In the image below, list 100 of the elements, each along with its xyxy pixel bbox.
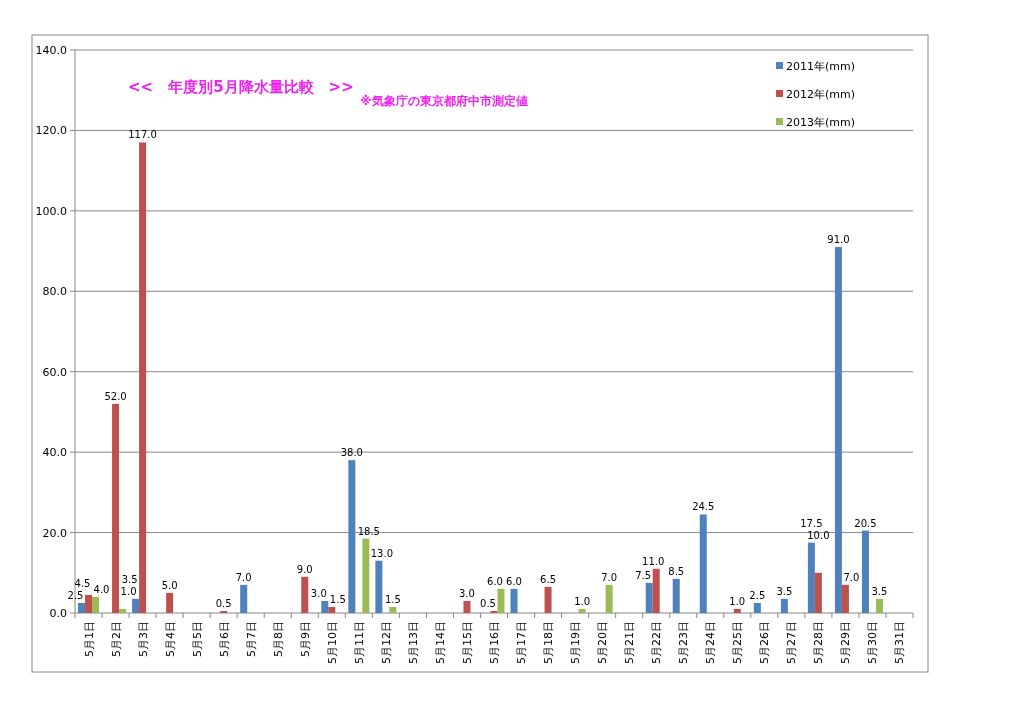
x-tick-label: 5月23日 <box>677 621 691 664</box>
bar <box>841 584 849 613</box>
bar <box>92 596 100 613</box>
x-tick-label: 5月13日 <box>406 621 420 664</box>
data-label: 7.5 <box>635 569 652 581</box>
x-tick-label: 5月31日 <box>893 621 907 664</box>
x-tick-label: 5月19日 <box>569 621 583 664</box>
x-tick-label: 5月20日 <box>596 621 610 664</box>
x-tick-label: 5月4日 <box>163 621 177 657</box>
bar <box>328 606 336 613</box>
bar <box>780 598 788 613</box>
x-tick-label: 5月27日 <box>785 621 799 664</box>
data-label: 2.5 <box>749 589 766 601</box>
data-label: 18.5 <box>357 525 380 537</box>
legend-label: 2013年(mm) <box>786 116 856 129</box>
bar <box>753 602 761 613</box>
x-tick-label: 5月16日 <box>488 621 501 664</box>
bar <box>645 582 653 613</box>
data-label: 1.0 <box>729 595 746 607</box>
data-label: 3.0 <box>459 587 475 599</box>
x-tick-label: 5月8日 <box>271 621 285 657</box>
bar <box>166 592 174 613</box>
bar <box>220 610 228 613</box>
data-label: 2.5 <box>67 589 84 601</box>
bar <box>672 578 680 613</box>
bar <box>139 142 147 613</box>
data-label: 17.5 <box>800 517 823 529</box>
data-label: 24.5 <box>692 501 715 513</box>
bar <box>78 602 86 613</box>
x-tick-label: 5月10日 <box>325 621 339 664</box>
x-tick-label: 5月17日 <box>515 621 529 664</box>
bar <box>321 600 329 613</box>
x-tick-label: 5月3日 <box>136 621 150 657</box>
bar <box>544 586 552 613</box>
bar <box>834 247 842 613</box>
data-label: 7.0 <box>601 571 618 583</box>
data-label: 3.5 <box>121 573 138 585</box>
data-label: 3.5 <box>871 585 888 597</box>
data-label: 1.0 <box>574 595 591 607</box>
x-tick-label: 5月14日 <box>433 621 447 664</box>
bar <box>733 608 741 613</box>
y-tick-label: 120.0 <box>35 124 67 138</box>
x-tick-label: 5月30日 <box>866 621 880 664</box>
y-tick-label: 80.0 <box>42 285 67 299</box>
data-label: 10.0 <box>807 529 830 541</box>
bar <box>463 600 471 613</box>
bar <box>301 576 309 613</box>
data-label: 6.0 <box>487 575 503 587</box>
x-tick-label: 5月15日 <box>460 621 474 664</box>
y-tick-label: 60.0 <box>42 365 67 379</box>
x-tick-label: 5月2日 <box>109 621 123 657</box>
x-tick-label: 5月25日 <box>731 621 745 664</box>
bar <box>510 588 518 613</box>
bar <box>605 584 613 613</box>
data-label: 38.0 <box>340 447 363 459</box>
bar <box>85 594 93 613</box>
bar <box>875 598 883 613</box>
bar <box>652 568 660 613</box>
x-tick-label: 5月12日 <box>379 621 393 664</box>
data-label: 4.0 <box>93 583 110 595</box>
data-label: 117.0 <box>128 129 157 141</box>
text: ※気象庁の東京都府中市測定値 <box>360 94 528 108</box>
data-label: 52.0 <box>104 390 127 402</box>
y-tick-label: 0.0 <box>49 607 67 620</box>
data-label: 20.5 <box>854 517 877 529</box>
legend-label: 2011年(mm) <box>786 60 856 73</box>
bar <box>497 588 505 613</box>
bar <box>807 542 815 613</box>
x-tick-label: 5月7日 <box>244 621 258 657</box>
x-tick-label: 5月21日 <box>623 621 637 664</box>
bar <box>362 538 370 613</box>
x-tick-label: 5月29日 <box>839 621 853 664</box>
bar <box>348 460 356 613</box>
y-tick-label: 140.0 <box>35 44 67 57</box>
data-label: 1.0 <box>120 585 137 597</box>
bar <box>389 606 397 613</box>
data-label: 1.5 <box>384 593 401 605</box>
bar <box>240 584 248 613</box>
data-label: 1.5 <box>329 593 346 605</box>
bar <box>112 403 120 613</box>
bar <box>132 598 140 613</box>
y-tick-label: 40.0 <box>42 446 67 460</box>
data-label: 0.5 <box>480 597 496 609</box>
legend-label: 2012年(mm) <box>786 88 856 101</box>
x-tick-label: 5月22日 <box>650 621 664 664</box>
data-label: 13.0 <box>370 547 393 559</box>
text: << 年度別5月降水量比較 >> <box>128 78 354 96</box>
data-label: 7.0 <box>843 571 860 583</box>
x-tick-label: 5月6日 <box>217 621 231 657</box>
data-label: 9.0 <box>296 563 313 575</box>
data-label: 11.0 <box>642 555 665 567</box>
y-tick-label: 20.0 <box>42 526 67 540</box>
data-label: 3.0 <box>310 587 327 599</box>
x-tick-label: 5月26日 <box>758 621 772 664</box>
data-label: 91.0 <box>827 234 850 246</box>
data-label: 8.5 <box>668 565 685 577</box>
bar <box>699 514 707 613</box>
y-tick-label: 100.0 <box>35 204 67 218</box>
data-label: 5.0 <box>161 579 178 591</box>
data-label: 3.5 <box>776 585 793 597</box>
